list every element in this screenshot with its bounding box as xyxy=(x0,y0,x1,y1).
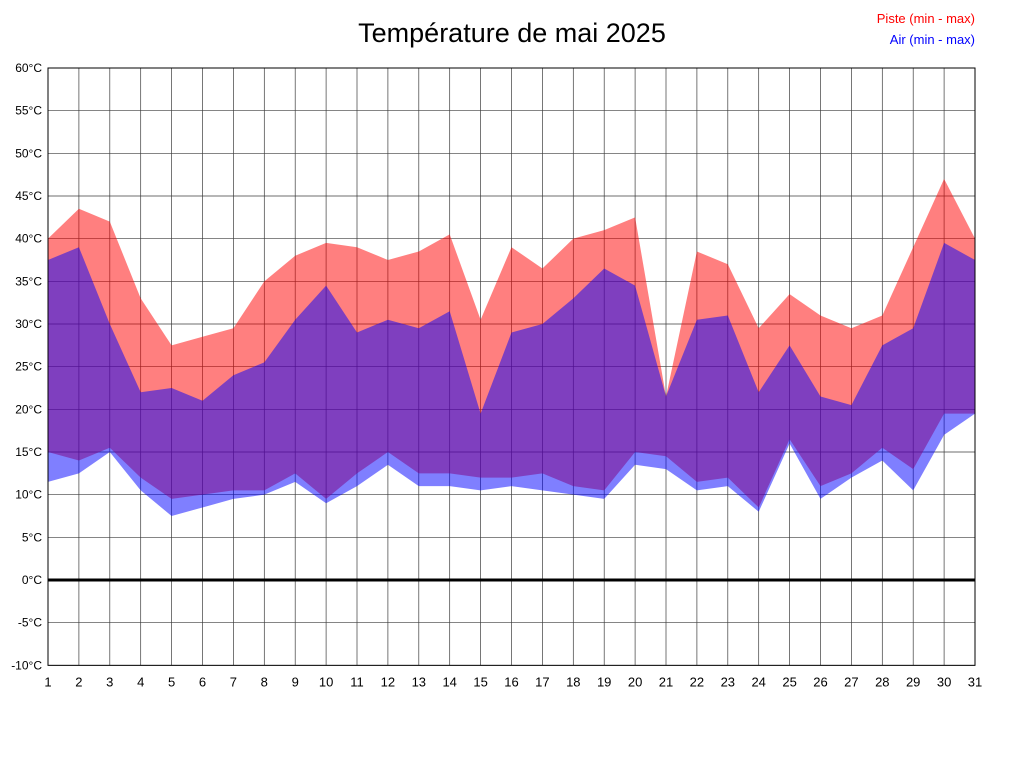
plot-border xyxy=(47,67,976,666)
x-axis-tick-label: 12 xyxy=(381,674,395,689)
x-axis-tick-label: 21 xyxy=(659,674,673,689)
x-axis-tick-label: 10 xyxy=(319,674,333,689)
y-axis-tick-label: 45°C xyxy=(15,189,42,203)
y-axis-tick-label: 40°C xyxy=(15,232,42,246)
x-axis-tick-label: 3 xyxy=(106,674,113,689)
y-axis-tick-label: -10°C xyxy=(11,658,42,672)
air-minmax-band xyxy=(48,242,975,517)
x-axis-tick-label: 31 xyxy=(968,674,982,689)
legend-air-label: Air (min - max) xyxy=(889,32,975,47)
x-axis-tick-label: 23 xyxy=(721,674,735,689)
x-axis-tick-label: 14 xyxy=(442,674,456,689)
x-axis-tick-label: 7 xyxy=(230,674,237,689)
x-axis-tick-label: 18 xyxy=(566,674,580,689)
x-axis-tick-label: 8 xyxy=(261,674,268,689)
legend-piste-label: Piste (min - max) xyxy=(876,11,975,26)
x-axis-tick-label: 25 xyxy=(782,674,796,689)
y-axis-tick-label: 0°C xyxy=(22,573,42,587)
x-axis-tick-label: 26 xyxy=(813,674,827,689)
x-axis-tick-label: 2 xyxy=(75,674,82,689)
x-axis-tick-label: 15 xyxy=(473,674,487,689)
x-axis-tick-label: 19 xyxy=(597,674,611,689)
x-axis-tick-label: 20 xyxy=(628,674,642,689)
y-axis-tick-label: 55°C xyxy=(15,104,42,118)
chart-title: Température de mai 2025 xyxy=(358,18,666,48)
x-axis-tick-label: 27 xyxy=(844,674,858,689)
x-axis-tick-label: 11 xyxy=(350,674,364,689)
y-axis-tick-label: 60°C xyxy=(15,61,42,75)
x-axis-tick-label: 24 xyxy=(751,674,765,689)
y-axis-tick-label: 20°C xyxy=(15,402,42,416)
x-axis-tick-label: 4 xyxy=(137,674,144,689)
y-axis-tick-label: 15°C xyxy=(15,445,42,459)
y-axis-tick-label: -5°C xyxy=(18,616,42,630)
y-axis-tick-label: 25°C xyxy=(15,360,42,374)
y-axis-tick-label: 5°C xyxy=(22,530,42,544)
y-axis-tick-label: 30°C xyxy=(15,317,42,331)
x-axis-tick-label: 6 xyxy=(199,674,206,689)
x-axis-tick-label: 13 xyxy=(412,674,426,689)
x-axis-tick-label: 30 xyxy=(937,674,951,689)
chart-legend: Piste (min - max) Air (min - max) xyxy=(877,8,975,50)
x-axis-tick-label: 29 xyxy=(906,674,920,689)
x-axis-tick-label: 28 xyxy=(875,674,889,689)
x-axis-tick-label: 22 xyxy=(690,674,704,689)
y-axis-tick-label: 10°C xyxy=(15,488,42,502)
x-axis-tick-label: 1 xyxy=(44,674,51,689)
y-axis-tick-label: 35°C xyxy=(15,274,42,288)
x-axis-tick-label: 17 xyxy=(535,674,549,689)
x-axis-tick-label: 16 xyxy=(504,674,518,689)
x-axis-tick-label: 5 xyxy=(168,674,175,689)
x-axis-tick-label: 9 xyxy=(292,674,299,689)
y-axis-tick-label: 50°C xyxy=(15,146,42,160)
